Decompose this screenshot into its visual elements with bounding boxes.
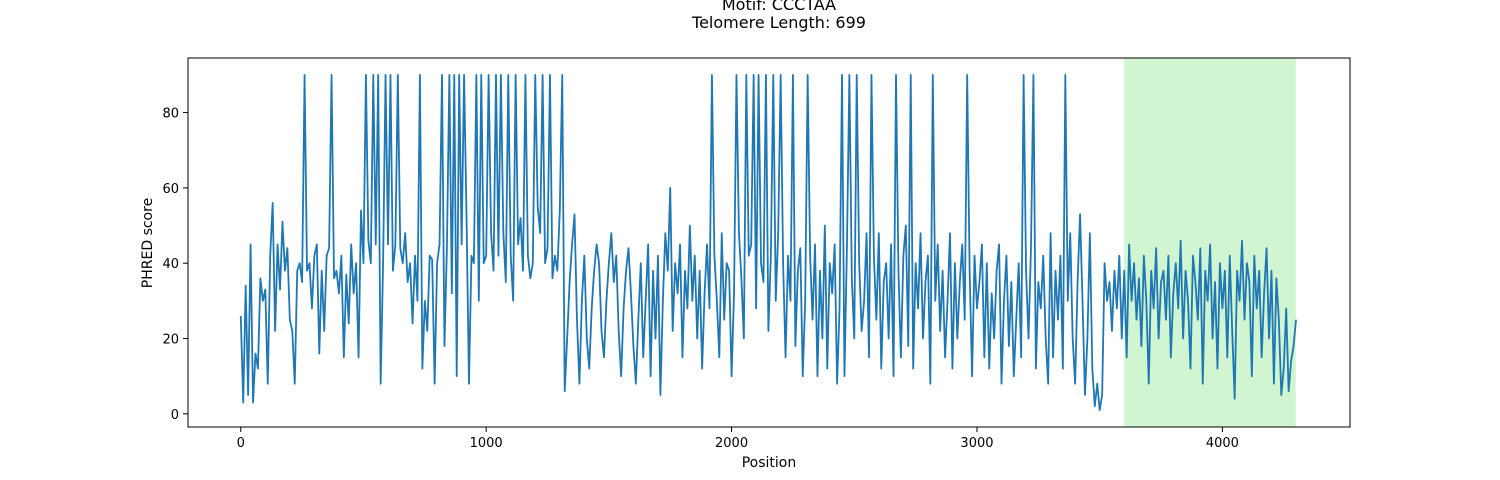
telomere-region-highlight xyxy=(1124,58,1296,427)
x-tick-label: 2000 xyxy=(715,436,748,451)
chart-title-line-1: Motif: CCCTAA xyxy=(722,0,836,14)
x-tick-label: 4000 xyxy=(1206,436,1239,451)
y-tick-label: 20 xyxy=(162,333,179,348)
x-tick-label: 3000 xyxy=(960,436,993,451)
x-tick-label: 1000 xyxy=(470,436,503,451)
x-axis-label: Position xyxy=(742,455,797,471)
chart-title-line-2: Telomere Length: 699 xyxy=(691,13,866,32)
y-tick-label: 60 xyxy=(162,182,179,197)
plot-frame xyxy=(187,57,1351,428)
y-tick-label: 40 xyxy=(162,257,179,272)
y-tick-label: 0 xyxy=(171,408,179,423)
x-tick-label: 0 xyxy=(237,436,245,451)
phred-score-line-0 xyxy=(239,74,1297,411)
y-tick-label: 80 xyxy=(162,107,179,122)
y-axis-label: PHRED score xyxy=(140,198,156,288)
